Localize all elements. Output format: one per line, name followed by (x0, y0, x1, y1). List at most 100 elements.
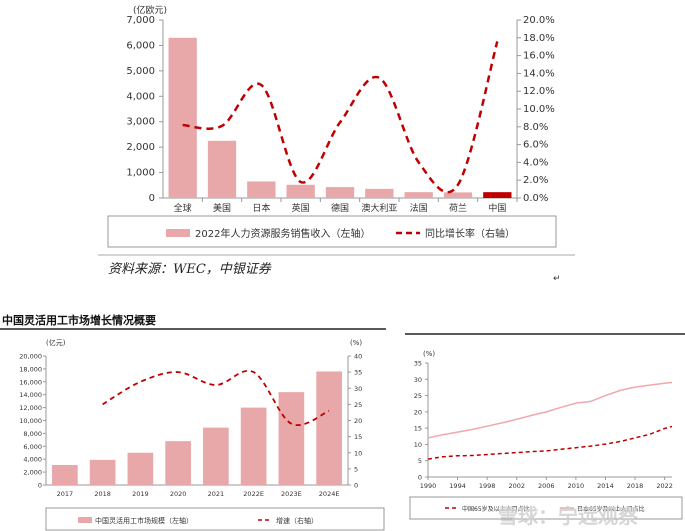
chart1-category-label: 德国 (331, 202, 349, 214)
chart2-left-ticks: 0 2,000 4,000 6,000 8,000 10,000 12,000 14,000 1… (19, 353, 46, 490)
paragraph-mark: ↵ (553, 274, 561, 284)
chart2-left-tick-label: 6,000 (23, 443, 42, 451)
chart3-x-tick-label: 1998 (479, 482, 496, 490)
chart1-left-tick-label: 4,000 (126, 91, 155, 102)
chart2-bars (52, 371, 342, 485)
chart1-right-tick-label: 0.0% (523, 193, 548, 204)
chart2-left-unit: (亿元) (46, 338, 66, 347)
chart3-x-tick-label: 1990 (420, 482, 437, 490)
chart3-legend-label-0: 中国65岁及以上人口占比 (462, 505, 530, 513)
chart1-left-unit: (亿欧元) (133, 4, 167, 16)
chart2-left-tick-label: 0 (38, 482, 42, 490)
chart1-right-tick-label: 16.0% (523, 51, 555, 62)
chart1-left-tick-label: 3,000 (126, 117, 155, 128)
chart3-y-tick-label: 20 (414, 408, 422, 416)
chart3-y-unit: (%) (423, 350, 435, 358)
chart1-category-label: 日本 (252, 202, 270, 214)
chart3-y-tick-label: 30 (414, 376, 422, 384)
chart1-left-tick-label: 7,000 (126, 15, 155, 26)
chart1-right-tick-label: 4.0% (523, 157, 548, 168)
chart1-category-label: 美国 (213, 202, 231, 214)
chart1-right-tick-label: 10.0% (523, 104, 555, 115)
chart3-y-tick-label: 35 (414, 360, 422, 368)
chart2-category-label: 2021 (208, 490, 225, 498)
chart2-category-label: 2020 (170, 490, 187, 498)
chart1-bars (168, 37, 512, 198)
chart2-right-tick-label: 30 (354, 385, 362, 393)
chart3-y-ticks: 0 5 10 15 20 25 30 35 (414, 360, 428, 482)
chart3-y-tick-label: 5 (418, 457, 422, 465)
chart2-bar (203, 427, 229, 485)
chart2-right-tick-label: 10 (354, 449, 362, 457)
chart1-bar (168, 37, 197, 198)
chart1-right-tick-label: 2.0% (523, 175, 548, 186)
chart1-category-label: 全球 (174, 202, 192, 214)
chart3-y-tick-label: 15 (414, 425, 422, 433)
chart1-bar (286, 184, 315, 198)
chart1-right-tick-label: 8.0% (523, 122, 548, 133)
source-text: 资料来源：WEC，中银证券 (108, 262, 272, 277)
chart2-bar (127, 452, 154, 485)
chart2-growth-line (102, 369, 330, 427)
chart1-bar (207, 140, 237, 198)
chart2-category-labels: 2017 2018 2019 2020 2021 2022E 2023E 2024E (57, 490, 340, 498)
chart1-legend-bar-swatch (166, 229, 190, 237)
chart1-category-label: 中国 (488, 202, 506, 214)
chart1-category-label: 澳大利亚 (361, 202, 397, 214)
chart1-right-tick-label: 18.0% (523, 33, 555, 44)
chart3-legend-box (409, 496, 683, 520)
chart2-right-ticks: 0 5 10 15 20 25 30 35 40 (348, 353, 362, 490)
chart2-legend-bar-swatch (78, 517, 92, 523)
chart3-y-tick-label: 25 (414, 392, 422, 400)
chart3-x-tick-label: 2006 (538, 482, 555, 490)
chart3-x-tick-label: 1994 (449, 482, 466, 490)
chart1-bar (365, 188, 394, 198)
chart1-category-label: 英国 (292, 202, 310, 214)
chart1-right-tick-label: 20.0% (523, 15, 555, 26)
chart2-left-tick-label: 10,000 (19, 417, 42, 425)
chart2-title: 中国灵活用工市场增长情况概要 (2, 313, 156, 327)
chart2-category-label: 2018 (94, 490, 111, 498)
chart2-right-tick-label: 0 (354, 482, 358, 490)
chart2-left-tick-label: 14,000 (19, 391, 42, 399)
chart1-bar (325, 187, 355, 198)
chart2-right-tick-label: 25 (354, 401, 362, 409)
chart1-left-tick-label: 1,000 (126, 168, 155, 179)
chart2-legend-line-label: 增速（右轴） (276, 516, 318, 525)
chart2-category-label: 2022E (243, 490, 264, 498)
chart2-left-tick-label: 8,000 (23, 430, 42, 438)
chart3-x-tick-label: 2002 (508, 482, 525, 490)
chart2-left-tick-label: 20,000 (19, 353, 42, 361)
chart2-legend-box (45, 507, 385, 531)
chart2-category-label: 2019 (132, 490, 149, 498)
chart3-china-line (427, 381, 673, 439)
chart3-x-tick-label: 2014 (597, 482, 614, 490)
chart2-bar (52, 465, 78, 485)
chart1-category-label: 法国 (410, 202, 428, 214)
chart1-legend-line-label: 同比增长率（右轴） (425, 227, 515, 240)
chart1-right-tick-label: 6.0% (523, 140, 548, 151)
chart2-bar (240, 407, 267, 485)
chart1-category-label: 荷兰 (449, 202, 467, 214)
watermark: 雪球：宁远观察 (498, 504, 639, 528)
chart1-bar (404, 192, 433, 198)
chart3-y-tick-label: 0 (418, 474, 422, 482)
chart1-left-tick-label: 6,000 (126, 40, 155, 51)
chart2-left-tick-label: 2,000 (23, 469, 42, 477)
chart2-right-tick-label: 40 (354, 353, 362, 361)
chart2-right-unit: (%) (350, 339, 362, 347)
chart1-left-ticks: 0 1,000 2,000 3,000 4,000 5,000 6,000 7,000 (126, 15, 163, 204)
chart2-legend-bar-label: 中国灵活用工市场规模（左轴） (95, 516, 193, 525)
chart1-category-labels: 全球 美国 日本 英国 德国 澳大利亚 法国 荷兰 中国 (174, 198, 518, 214)
chart1-growth-line (182, 41, 499, 194)
chart2-left-tick-label: 12,000 (19, 404, 42, 412)
chart1-legend-box (107, 215, 557, 248)
chart2-category-label: 2024E (319, 490, 340, 498)
chart1-left-tick-label: 5,000 (126, 66, 155, 77)
chart3-legend-label-1: 日本65岁及以上人口占比 (577, 505, 645, 513)
chart1-right-ticks: 0.0% 2.0% 4.0% 6.0% 8.0% 10.0% 12.0% 14.0% 16.0%… (517, 15, 555, 204)
chart1-right-tick-label: 12.0% (523, 86, 555, 97)
chart2-right-tick-label: 35 (354, 369, 362, 377)
chart2-right-tick-label: 5 (354, 465, 358, 473)
